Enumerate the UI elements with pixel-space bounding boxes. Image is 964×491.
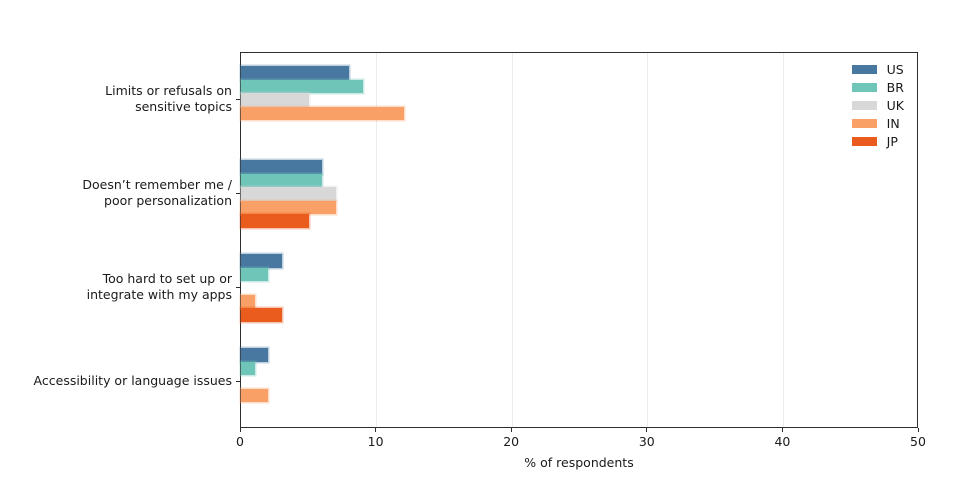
y-tick [236, 286, 240, 288]
plot-area: US BR UK IN JP [240, 52, 918, 428]
x-tick-label: 0 [236, 434, 244, 449]
legend-swatch-icon [851, 82, 877, 92]
y-tick [236, 192, 240, 194]
legend-item-IN: IN [851, 115, 904, 131]
y-tick-label: Too hard to set up or integrate with my a… [86, 271, 232, 302]
bar-IN-category-1 [241, 200, 336, 215]
x-tick-label: 10 [367, 434, 384, 449]
x-tick-label: 50 [910, 434, 926, 449]
gridline [782, 53, 784, 427]
x-tick [375, 428, 377, 432]
x-axis-label: % of respondents [524, 455, 634, 470]
bar-BR-category-2 [241, 267, 269, 282]
gridline [511, 53, 513, 427]
legend-label: JP [886, 133, 898, 149]
bar-US-category-0 [241, 66, 350, 80]
legend-swatch-icon [851, 100, 877, 110]
bar-JP-category-1 [241, 214, 309, 228]
y-tick [236, 98, 240, 100]
bar-US-category-2 [241, 254, 282, 268]
y-tick-label: Accessibility or language issues [33, 373, 232, 388]
legend-item-JP: JP [851, 133, 904, 149]
x-tick [781, 428, 783, 432]
legend-swatch-icon [851, 118, 877, 128]
bar-BR-category-0 [241, 79, 364, 94]
x-tick-label: 20 [503, 434, 520, 449]
x-tick [917, 428, 919, 432]
x-tick-label: 30 [638, 434, 655, 449]
legend-swatch-icon [851, 136, 877, 146]
y-tick [236, 380, 240, 382]
x-tick-label: 40 [774, 434, 791, 449]
bar-IN-category-2 [241, 294, 255, 309]
legend-swatch-icon [851, 64, 877, 74]
x-tick [510, 428, 512, 432]
bar-IN-category-0 [241, 106, 404, 121]
gridline [647, 53, 649, 427]
bar-US-category-1 [241, 160, 323, 174]
bar-BR-category-3 [241, 361, 255, 376]
y-tick-label: Limits or refusals on sensitive topics [105, 83, 232, 114]
bar-JP-category-2 [241, 308, 282, 322]
legend-item-US: US [851, 61, 904, 77]
y-tick-label: Doesn’t remember me / poor personalizatio… [82, 177, 232, 208]
legend-label: IN [886, 115, 900, 131]
legend-label: BR [886, 79, 904, 95]
x-tick [646, 428, 648, 432]
bar-IN-category-3 [241, 388, 269, 403]
x-tick [239, 428, 241, 432]
legend-label: UK [886, 97, 904, 113]
legend-label: US [886, 61, 904, 77]
bar-UK-category-0 [241, 93, 309, 107]
gridline [376, 53, 378, 427]
bar-BR-category-1 [241, 173, 323, 188]
bar-US-category-3 [241, 348, 269, 362]
legend: US BR UK IN JP [849, 60, 906, 150]
bar-UK-category-1 [241, 187, 336, 201]
legend-item-UK: UK [851, 97, 904, 113]
legend-item-BR: BR [851, 79, 904, 95]
